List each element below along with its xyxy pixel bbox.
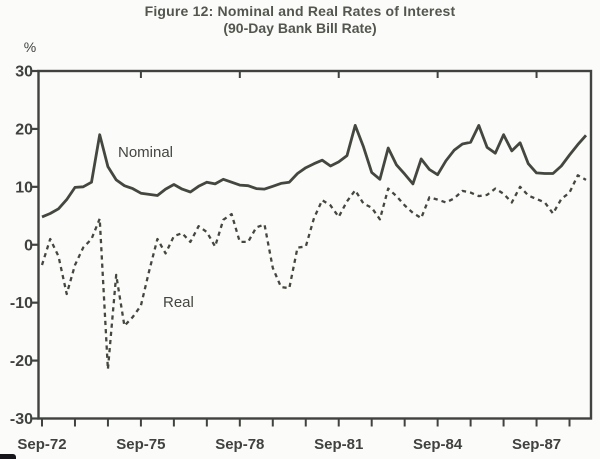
y-axis-unit-label: % bbox=[23, 39, 37, 55]
y-axis-tick-label: -20 bbox=[10, 353, 33, 370]
y-axis-tick-label: 30 bbox=[15, 64, 33, 81]
nominal-line bbox=[41, 124, 588, 219]
x-axis-tick-label: Sep-87 bbox=[512, 436, 561, 453]
nominal-series-label: Nominal bbox=[118, 144, 174, 161]
real-line bbox=[40, 174, 587, 371]
x-axis-tick-label: Sep-75 bbox=[116, 436, 165, 453]
scan-artifact bbox=[0, 454, 16, 459]
y-axis-tick-label: -30 bbox=[10, 411, 33, 428]
x-axis-tick-label: Sep-81 bbox=[314, 436, 363, 453]
y-axis-tick-label: -10 bbox=[10, 295, 33, 312]
figure-subtitle: (90-Day Bank Bill Rate) bbox=[223, 20, 377, 36]
real-series-label: Real bbox=[163, 294, 194, 311]
x-axis-tick-label: Sep-84 bbox=[413, 436, 463, 453]
y-axis-tick-label: 0 bbox=[24, 237, 33, 254]
plot-border bbox=[37, 69, 593, 420]
y-axis-tick-label: 20 bbox=[15, 121, 33, 138]
figure-title: Figure 12: Nominal and Real Rates of Int… bbox=[144, 3, 456, 19]
x-axis-tick-label: Sep-78 bbox=[215, 436, 264, 453]
y-axis-tick-label: 10 bbox=[15, 179, 33, 196]
x-axis-tick-label: Sep-72 bbox=[17, 436, 66, 453]
